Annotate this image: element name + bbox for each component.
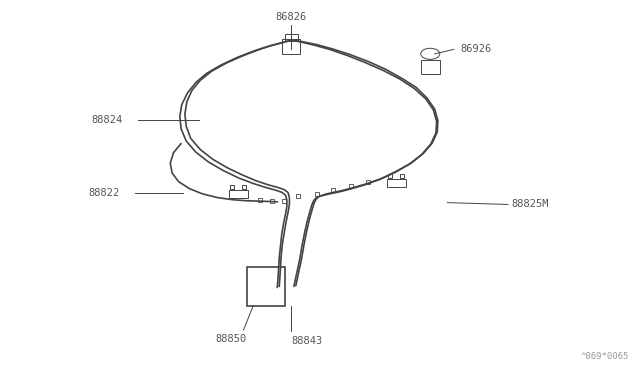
- Text: 86826: 86826: [276, 12, 307, 22]
- Text: 88822: 88822: [88, 188, 119, 198]
- Bar: [420, 60, 440, 74]
- Bar: [229, 190, 248, 198]
- Text: 88825M: 88825M: [511, 199, 548, 209]
- Text: 86926: 86926: [460, 44, 492, 54]
- Bar: [282, 39, 300, 54]
- Text: 88850: 88850: [215, 334, 246, 344]
- Bar: [246, 267, 285, 306]
- Bar: [387, 179, 406, 187]
- Text: 88824: 88824: [92, 115, 122, 125]
- Bar: [285, 34, 298, 41]
- Text: 88843: 88843: [291, 336, 323, 346]
- Text: ^869*0065: ^869*0065: [580, 352, 629, 361]
